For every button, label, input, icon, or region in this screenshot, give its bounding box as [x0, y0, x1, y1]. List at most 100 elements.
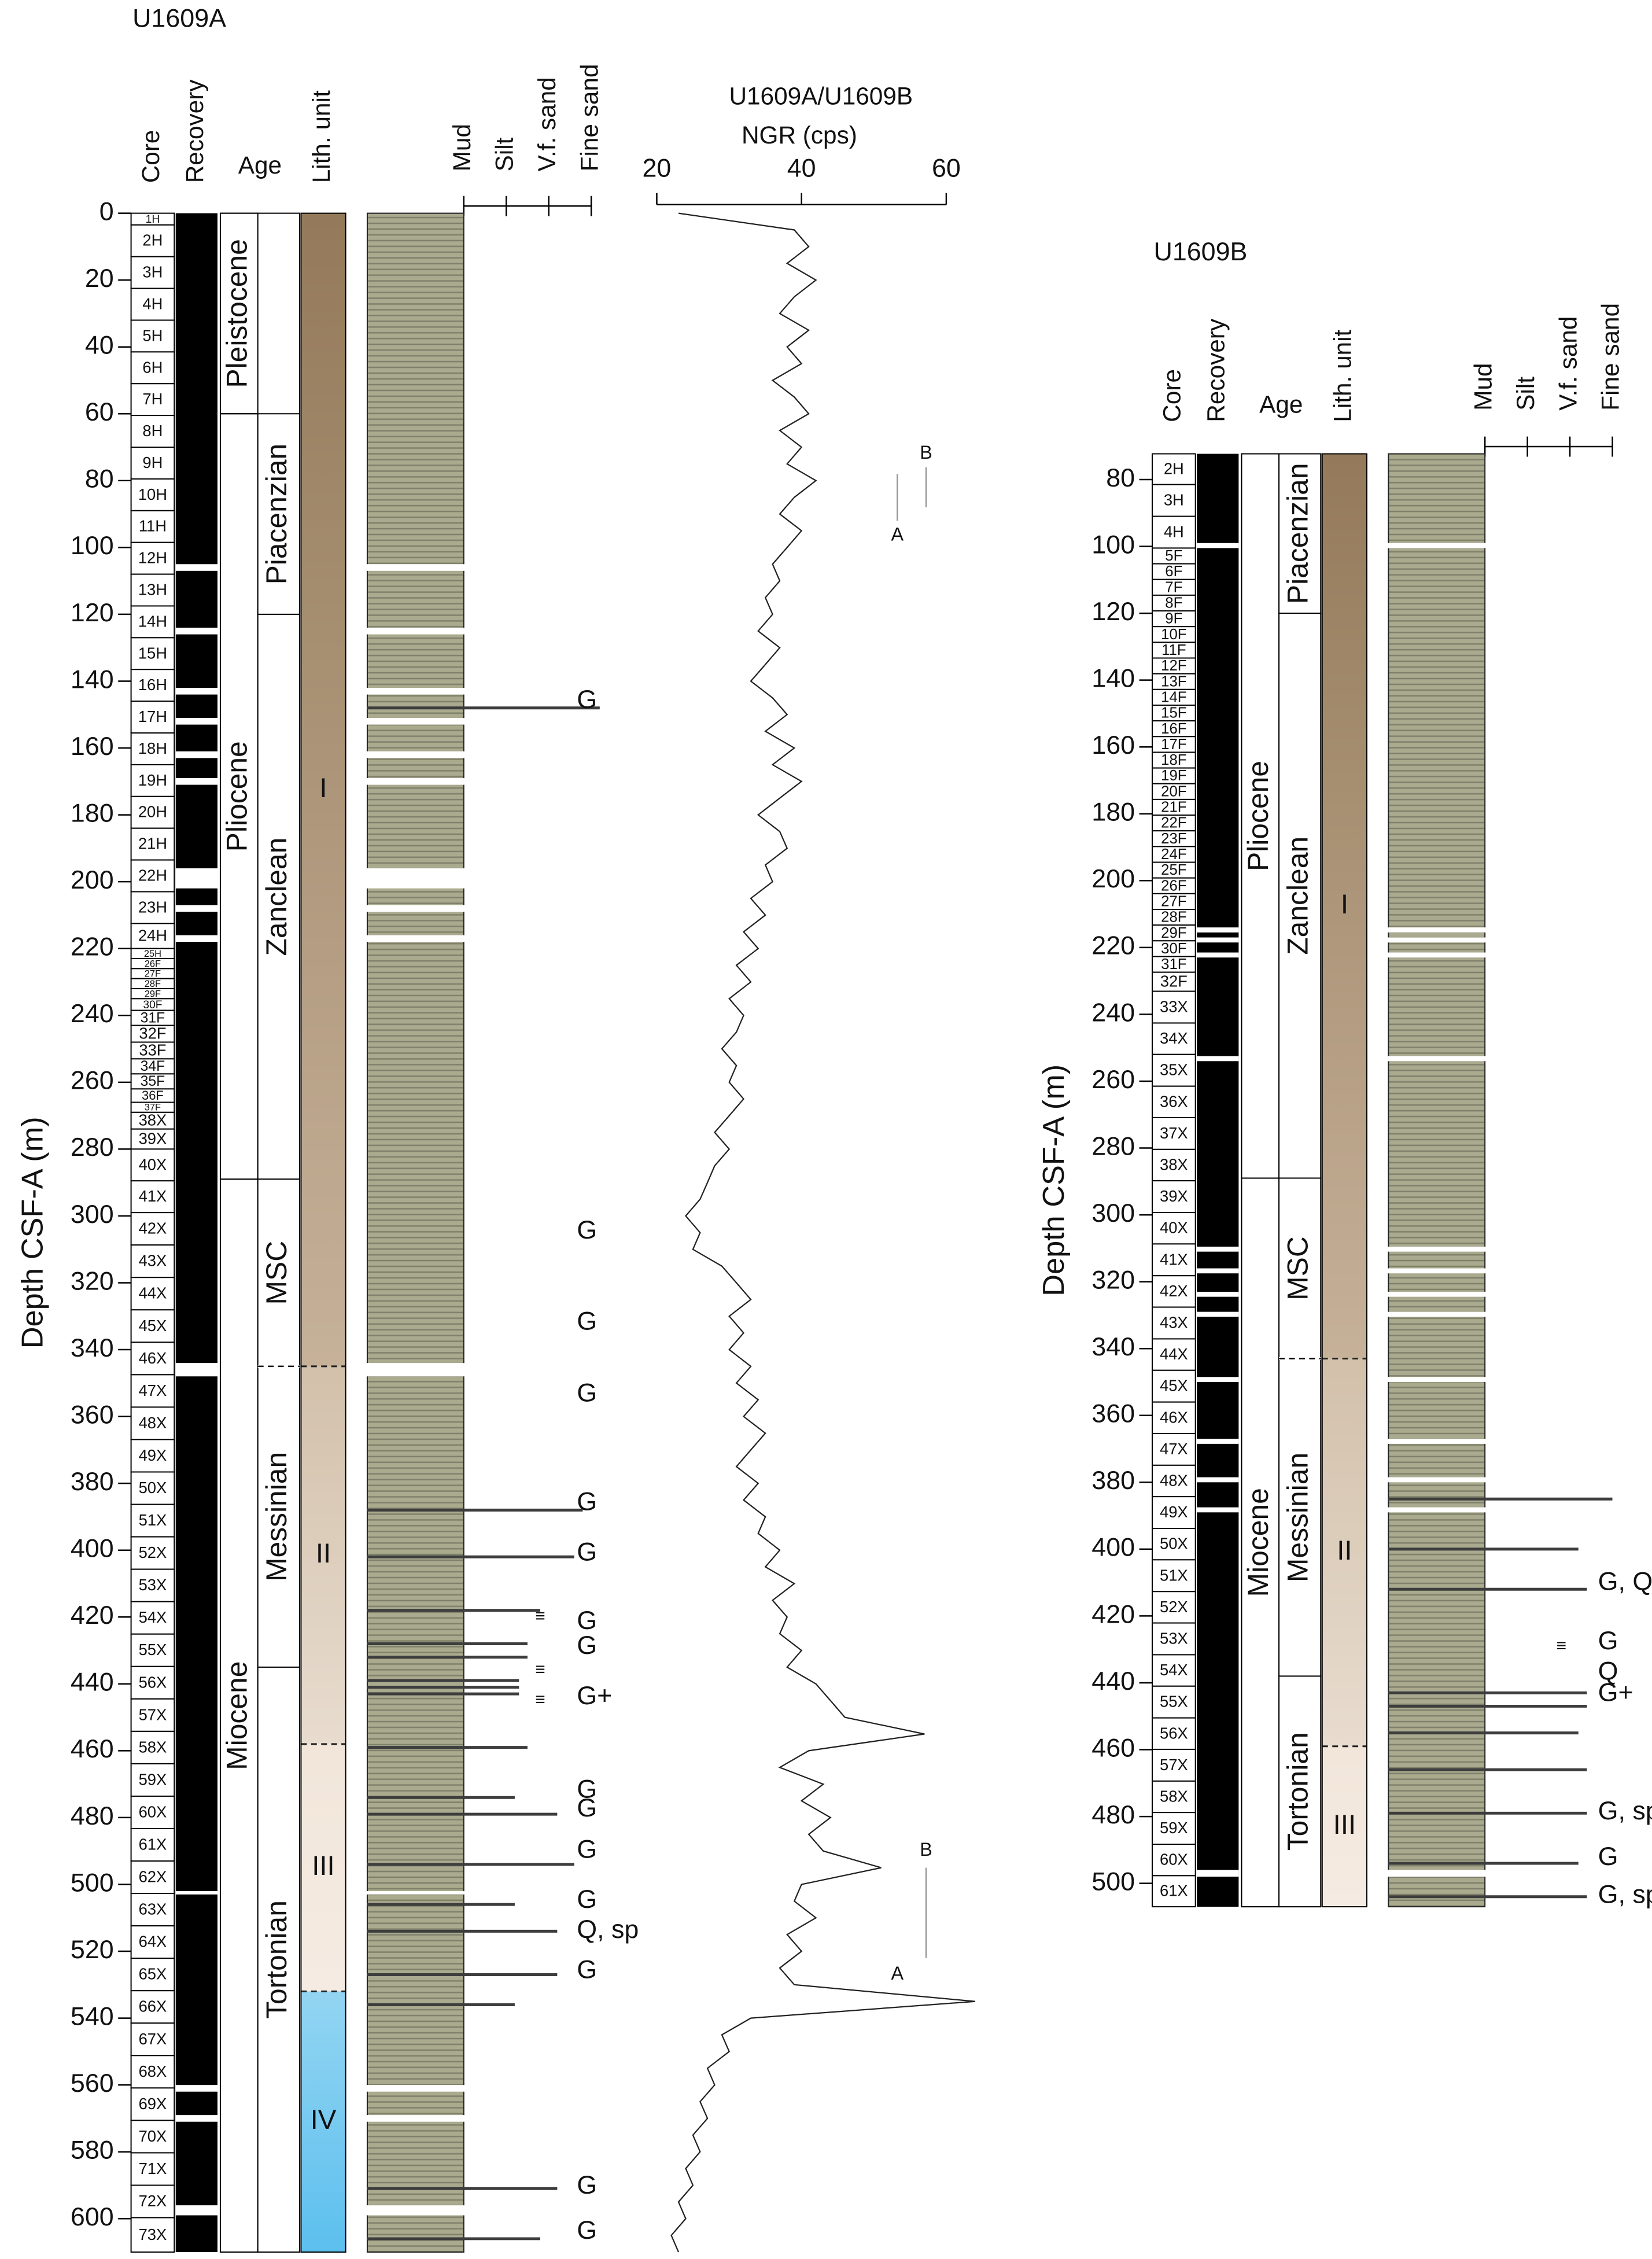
core-label: 32F [139, 1025, 166, 1042]
core-label: 48X [139, 1414, 167, 1432]
splice-label: B [920, 1839, 932, 1860]
core-box [130, 447, 175, 480]
annotation: G, sp [1598, 1880, 1652, 1908]
core-label: 29F [145, 989, 161, 999]
core-label: 22H [138, 867, 167, 885]
stage-label: Piacenzian [260, 444, 293, 585]
core-box [130, 1503, 175, 1538]
depth-tick-label: 80 [85, 465, 114, 493]
core-label: 36X [1160, 1092, 1188, 1110]
core-label: 56X [139, 1673, 167, 1691]
core-label: 26F [1161, 878, 1186, 894]
core-box [1151, 1053, 1196, 1087]
depth-tick-label: 140 [1092, 664, 1135, 692]
lithology-gap [366, 2085, 466, 2092]
stage-label: Tortonian [260, 1900, 293, 2019]
recovery-column [1197, 454, 1239, 1907]
header-recovery: Recovery [181, 79, 208, 183]
depth-tick-label: 600 [71, 2202, 114, 2231]
splice-label: B [920, 442, 932, 463]
lithology-gap [366, 1891, 466, 1895]
core-box [130, 1893, 175, 1927]
annotation: G [577, 1215, 597, 1244]
recovery-gap [1197, 1268, 1239, 1274]
stage-box [1278, 1675, 1322, 1908]
core-label: 64X [139, 1933, 167, 1951]
core-label: 54X [1160, 1661, 1188, 1679]
core-label: 48X [1160, 1471, 1188, 1489]
header-grain: Silt [491, 137, 518, 171]
header-grain: Silt [1512, 377, 1539, 411]
depth-axis-label: Depth CSF-A (m) [16, 1116, 50, 1348]
annotation: G [577, 685, 597, 714]
recovery-gap [175, 751, 217, 758]
depth-tick-label: 20 [85, 264, 114, 293]
depth-tick-label: 380 [1092, 1466, 1135, 1495]
depth-tick-label: 200 [1092, 864, 1135, 893]
core-box [1151, 1464, 1196, 1498]
recovery-gap [175, 2085, 217, 2092]
core-box [130, 1633, 175, 1667]
header-grain: Fine sand [576, 64, 603, 171]
core-label: 21F [1161, 799, 1186, 816]
core-label: 17F [1161, 736, 1186, 753]
core-label: 51X [139, 1511, 167, 1529]
core-box [1151, 1559, 1196, 1593]
recovery-gap [1197, 1377, 1239, 1382]
core-label: 61X [139, 1835, 167, 1853]
core-box [1151, 1212, 1196, 1245]
core-label: 7H [142, 390, 163, 408]
core-box [130, 1058, 175, 1075]
depth-tick-label: 80 [1106, 463, 1135, 492]
depth-tick-label: 160 [1092, 731, 1135, 760]
core-box [1151, 1338, 1196, 1371]
core-box [1151, 626, 1196, 643]
lithology-gap [366, 868, 466, 889]
epoch-label: Pliocene [1242, 761, 1274, 871]
core-label: 32F [1160, 972, 1188, 990]
core-box [1151, 1844, 1196, 1877]
depth-tick-label: 440 [1092, 1667, 1135, 1696]
core-box [130, 732, 175, 765]
core-label: 72X [139, 2192, 167, 2210]
lithology-gap [366, 778, 466, 785]
core-box [130, 1795, 175, 1829]
core-label: 42X [1160, 1282, 1188, 1300]
core-box [1151, 1875, 1196, 1908]
core-label: 45X [139, 1317, 167, 1335]
core-label: 53X [1160, 1629, 1188, 1647]
core-label: 39X [1160, 1187, 1188, 1205]
core-box [130, 1860, 175, 1895]
epoch-label: Miocene [220, 1661, 253, 1770]
core-box [130, 859, 175, 893]
core-label: 69X [139, 2095, 167, 2113]
recovery-gap [1197, 543, 1239, 548]
stage-box [1278, 453, 1322, 614]
core-box [1151, 578, 1196, 596]
depth-tick-label: 460 [71, 1734, 114, 1763]
core-box [130, 1406, 175, 1440]
header-grain: V.f. sand [533, 77, 560, 171]
annotation: G [1598, 1626, 1618, 1655]
core-box [1151, 594, 1196, 612]
core-label: 57X [139, 1705, 167, 1723]
core-label: 27F [145, 969, 161, 979]
core-label: 18H [138, 739, 167, 757]
core-box [130, 351, 175, 385]
core-label: 4H [1164, 522, 1184, 540]
core-label: 33X [1160, 997, 1188, 1015]
recovery-gap [175, 1891, 217, 1895]
lithology-gap [1387, 1268, 1487, 1274]
header-age: Age [238, 152, 282, 179]
depth-tick-label: 260 [71, 1066, 114, 1095]
core-label: 42X [139, 1219, 167, 1237]
recovery-gap [175, 564, 217, 571]
lithology-gap [366, 751, 466, 758]
core-box [130, 891, 175, 924]
core-label: 49X [1160, 1503, 1188, 1521]
annotation: G [577, 1885, 597, 1914]
stage-label: MSC [260, 1241, 293, 1305]
core-label: 57X [1160, 1756, 1188, 1774]
recovery-gap [1197, 1507, 1239, 1513]
depth-tick-label: 500 [71, 1868, 114, 1897]
